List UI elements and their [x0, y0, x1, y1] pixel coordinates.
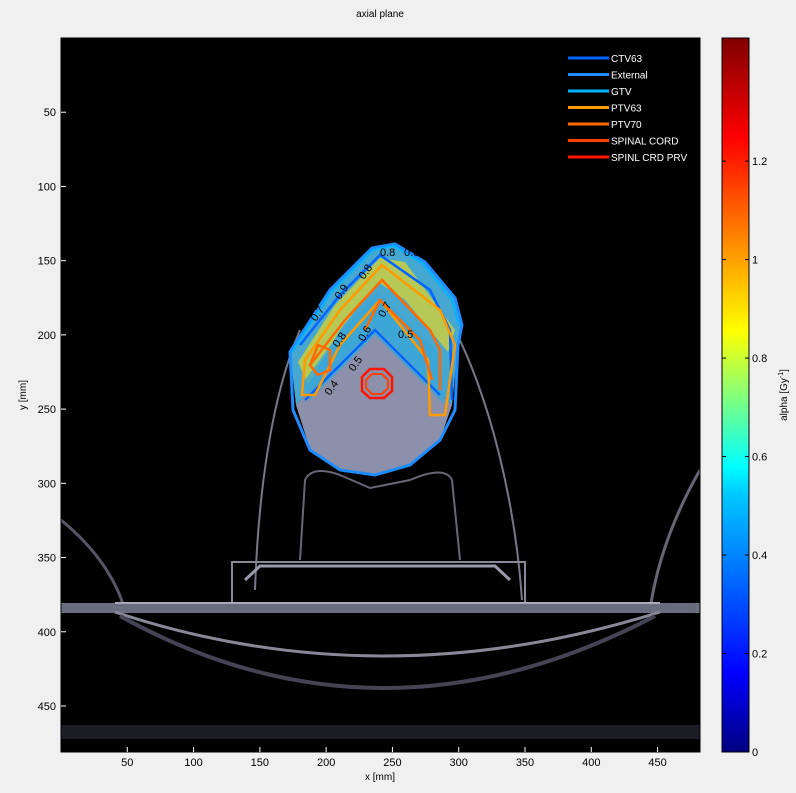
colorbar-ticks: 0 0.2 0.4 0.6 0.8 1 1.2 — [722, 156, 767, 759]
alpha-mid-band — [305, 292, 445, 405]
headrest-outline — [299, 470, 461, 561]
spinal-cord-contour — [365, 373, 389, 395]
ptv63-contour — [300, 263, 457, 417]
colorbar-tick-label: 0.8 — [752, 353, 767, 365]
x-tick-label: 50 — [121, 757, 133, 769]
spinal-cord-prv-contour — [360, 367, 394, 400]
legend-entry: External — [568, 71, 648, 82]
couch-top — [61, 603, 700, 613]
base-plate — [231, 561, 526, 605]
x-tick-label: 100 — [184, 757, 202, 769]
colorbar-tick-label: 0.6 — [752, 452, 767, 464]
colorbar-tick-label: 0.2 — [752, 649, 767, 661]
legend-label: CTV63 — [611, 54, 643, 65]
colorbar-tick-label: 1.2 — [752, 156, 767, 168]
y-axis-ticks: 50 100 150 200 250 300 350 400 450 — [38, 107, 66, 713]
legend-label: SPINAL CORD — [611, 137, 678, 148]
ctv63-contour — [299, 253, 454, 401]
x-tick-label: 350 — [516, 757, 534, 769]
y-tick-label: 50 — [44, 107, 56, 119]
x-axis-ticks: 50 100 150 200 250 300 350 400 450 — [121, 747, 667, 769]
ct-side-arc-left — [61, 518, 127, 611]
external-contour — [288, 242, 464, 477]
couch-arc-upper — [114, 610, 661, 658]
y-tick-label: 450 — [38, 701, 56, 713]
x-axis-label: x [mm] — [365, 772, 395, 783]
y-tick-label: 350 — [38, 553, 56, 565]
y-tick-label: 250 — [38, 404, 56, 416]
axes-frame — [60, 37, 701, 753]
ptv70-contour — [308, 278, 442, 390]
legend-entry: PTV70 — [568, 120, 642, 131]
y-tick-label: 300 — [38, 478, 56, 490]
y-tick-label: 400 — [38, 627, 56, 639]
contour-label: 0.6 — [404, 247, 419, 259]
colorbar-label: alpha [Gy-1] — [778, 369, 790, 421]
x-tick-label: 300 — [450, 757, 468, 769]
legend-label: SPINL CRD PRV — [611, 153, 687, 164]
anatomy-gray-region — [296, 325, 452, 474]
y-tick-label: 150 — [38, 256, 56, 268]
legend-label: GTV — [611, 87, 632, 98]
y-axis-label: y [mm] — [18, 380, 29, 410]
colorbar-tick-label: 0 — [752, 747, 758, 759]
colorbar — [721, 37, 750, 753]
legend-entry: CTV63 — [568, 54, 643, 65]
gtv-contour — [291, 244, 460, 353]
legend-entry: GTV — [568, 87, 632, 98]
y-tick-label: 200 — [38, 330, 56, 342]
colorbar-tick-label: 0.4 — [752, 550, 767, 562]
base-plate-top — [243, 564, 512, 582]
x-tick-label: 400 — [582, 757, 600, 769]
x-tick-label: 450 — [648, 757, 666, 769]
legend-label: External — [611, 71, 648, 82]
x-tick-label: 150 — [251, 757, 269, 769]
legend-entry: PTV63 — [568, 104, 642, 115]
x-tick-label: 200 — [317, 757, 335, 769]
contour-label: 0.5 — [398, 329, 413, 341]
contour-label: 0.8 — [380, 247, 395, 259]
legend-label: PTV63 — [611, 104, 642, 115]
x-tick-label: 250 — [383, 757, 401, 769]
y-tick-label: 100 — [38, 181, 56, 193]
chart-title: axial plane — [356, 9, 404, 20]
couch-arc-lower — [119, 614, 656, 690]
colorbar-tick-label: 1 — [752, 255, 758, 267]
legend-label: PTV70 — [611, 120, 642, 131]
legend-entry: SPINL CRD PRV — [568, 153, 687, 164]
couch-base — [61, 725, 700, 739]
legend-entry: SPINAL CORD — [568, 137, 678, 148]
legend: CTV63 External GTV PTV63 PTV70 SPINAL CORD SPI… — [568, 54, 687, 164]
ct-side-arc-right — [648, 469, 700, 611]
